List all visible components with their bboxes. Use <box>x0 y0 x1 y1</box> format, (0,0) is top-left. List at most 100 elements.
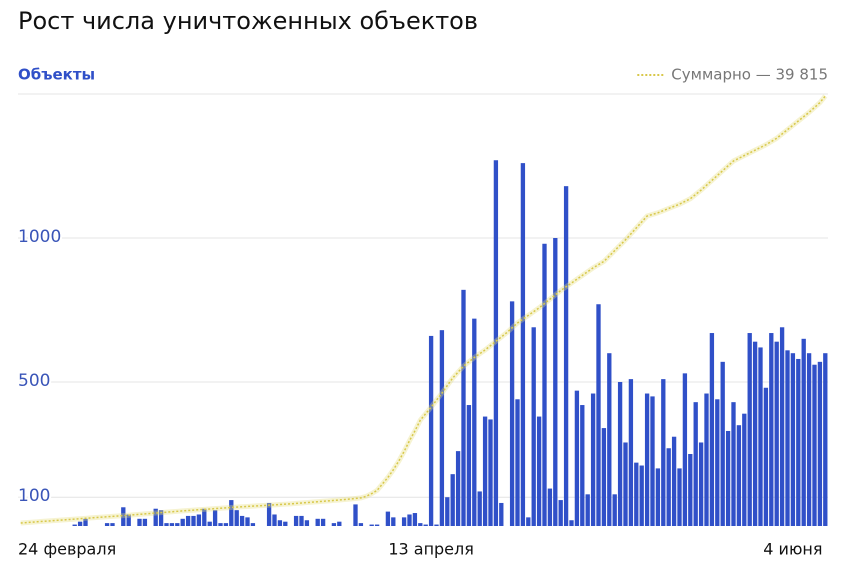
x-tick-label: 13 апреля <box>388 540 474 559</box>
bar <box>655 468 661 526</box>
bar <box>536 416 542 526</box>
bar <box>752 341 758 526</box>
bar <box>698 442 704 526</box>
bar <box>423 524 428 526</box>
bar <box>315 518 320 526</box>
bar <box>185 515 191 526</box>
bar <box>110 523 115 526</box>
bar <box>191 515 196 526</box>
bar <box>650 396 655 526</box>
bar <box>450 474 455 526</box>
bar <box>779 327 785 526</box>
bar <box>769 333 774 526</box>
bar <box>153 508 158 526</box>
bar <box>644 393 650 526</box>
bar <box>158 510 164 526</box>
bar <box>731 402 736 526</box>
chart-title: Рост числа уничтоженных объектов <box>18 7 478 35</box>
bar <box>585 494 590 526</box>
bar <box>499 502 504 526</box>
bar <box>720 361 725 526</box>
bar <box>374 524 380 526</box>
bar <box>774 341 779 526</box>
bar <box>607 353 612 526</box>
bar <box>407 514 412 526</box>
bar <box>175 523 180 526</box>
bar <box>401 517 407 526</box>
bar <box>806 353 812 526</box>
bar <box>617 382 623 526</box>
bar <box>796 358 801 526</box>
bar <box>482 416 488 526</box>
bar <box>666 448 671 526</box>
legend-label: Объекты <box>18 66 95 84</box>
bar <box>169 523 175 526</box>
bar <box>569 520 574 526</box>
bar <box>223 523 229 526</box>
bar <box>283 521 288 526</box>
bar <box>164 523 169 526</box>
y-tick-label: 1000 <box>18 227 61 247</box>
bar <box>137 518 142 526</box>
bar <box>212 510 218 526</box>
bar <box>266 502 272 526</box>
bar <box>823 353 828 526</box>
bar <box>434 524 439 526</box>
bar <box>563 186 569 526</box>
bar <box>747 333 752 526</box>
bar <box>180 518 185 526</box>
bar <box>715 399 720 526</box>
bar <box>785 350 790 526</box>
bar <box>661 379 666 526</box>
bar <box>628 379 634 526</box>
bar <box>337 521 342 526</box>
bar <box>623 442 628 526</box>
bar <box>801 338 806 526</box>
bar <box>320 518 326 526</box>
bar <box>682 373 688 526</box>
bar <box>358 523 364 526</box>
bar <box>461 289 466 526</box>
bar <box>520 163 526 526</box>
bar <box>693 402 698 526</box>
bar <box>121 507 126 526</box>
bar <box>553 238 558 526</box>
bar <box>272 514 277 526</box>
bar <box>250 523 256 526</box>
bar <box>812 364 817 526</box>
bar <box>509 301 515 526</box>
bar <box>531 327 536 526</box>
bar <box>202 508 207 526</box>
legend-label: Суммарно — 39 815 <box>671 66 828 84</box>
bar <box>83 518 88 526</box>
bar <box>671 436 677 526</box>
cumulative-line <box>20 95 826 524</box>
bar <box>634 462 639 526</box>
bar <box>418 523 423 526</box>
bar <box>612 494 617 526</box>
bar <box>526 517 531 526</box>
bar <box>229 500 234 526</box>
bar <box>331 523 337 526</box>
bar <box>207 521 212 526</box>
bar <box>515 399 520 526</box>
bar <box>428 335 434 526</box>
bar <box>104 523 110 526</box>
bar <box>412 513 418 526</box>
bar <box>277 520 283 526</box>
bar <box>758 347 763 526</box>
bar <box>72 524 77 526</box>
bar <box>218 523 223 526</box>
bar <box>677 468 682 526</box>
bar <box>234 510 239 526</box>
bar <box>385 511 391 526</box>
bar <box>439 330 445 526</box>
bar <box>196 514 202 526</box>
bar <box>369 524 374 526</box>
bar <box>580 405 585 526</box>
bar <box>558 500 563 526</box>
bar <box>77 521 83 526</box>
bar <box>477 491 482 526</box>
bar <box>455 451 461 526</box>
